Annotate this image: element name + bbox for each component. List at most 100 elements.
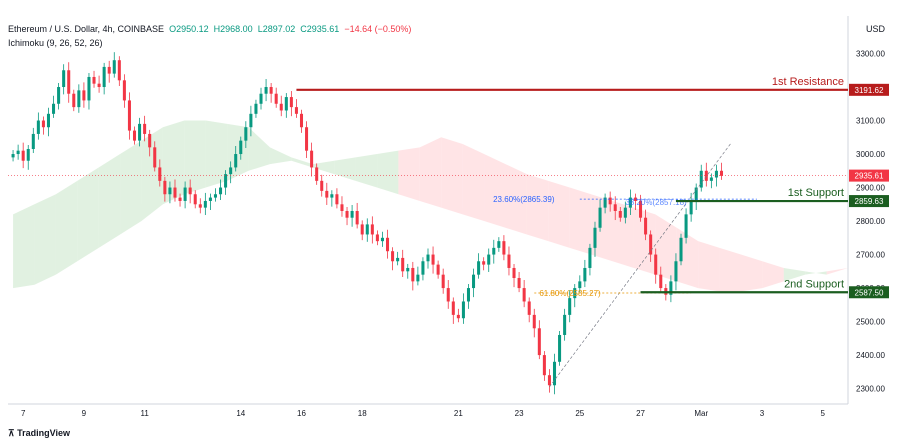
- x-tick-label: 27: [636, 409, 645, 418]
- candle-body: [41, 120, 45, 128]
- support-2-label: 2nd Support: [784, 278, 844, 290]
- ichimoku-cloud-segment: [141, 127, 163, 222]
- candle-body: [583, 267, 587, 282]
- chart-header: Ethereum / U.S. Dollar, 4h, COINBASE O29…: [8, 24, 411, 34]
- candle-body: [380, 237, 384, 242]
- candle-body: [466, 288, 470, 302]
- candle-body: [411, 267, 415, 282]
- candle-body: [401, 257, 405, 272]
- tradingview-logo-icon: ⊼: [8, 428, 15, 438]
- y-tick-label: 2500.00: [856, 318, 885, 327]
- ichimoku-cloud-segment: [526, 174, 549, 242]
- last-price-value: 2935.61: [855, 172, 884, 181]
- ichimoku-cloud-segment: [291, 157, 313, 168]
- candle-body: [527, 301, 531, 315]
- y-tick-label: 2900.00: [856, 184, 885, 193]
- candle-body: [704, 170, 708, 181]
- candle-body: [649, 234, 653, 255]
- candle-body: [639, 200, 643, 218]
- support-1-price-tag: [849, 195, 889, 208]
- ichimoku-cloud-segment: [227, 123, 249, 181]
- brand-label: TradingView: [17, 428, 70, 438]
- candle-body: [143, 123, 147, 134]
- candle-body: [335, 194, 339, 205]
- candle-body: [102, 66, 106, 88]
- ichimoku-cloud-segment: [55, 180, 78, 275]
- candle-body: [699, 170, 703, 188]
- candle-body: [552, 361, 557, 386]
- candle-body: [492, 247, 496, 255]
- candle-body: [274, 93, 278, 104]
- candle-body: [284, 97, 288, 111]
- resistance-1-label: 1st Resistance: [772, 76, 844, 88]
- candle-body: [138, 123, 142, 141]
- ichimoku-cloud-segment: [419, 137, 442, 208]
- candle-body: [279, 103, 283, 111]
- ichimoku-cloud-segment: [719, 247, 741, 292]
- candle-body: [117, 60, 121, 81]
- candle-body: [26, 149, 30, 161]
- close-value: C2935.61: [300, 24, 340, 34]
- candle-body: [97, 83, 101, 88]
- candle-body: [289, 97, 293, 108]
- candle-body: [193, 194, 197, 205]
- candle-body: [709, 177, 713, 181]
- candle-body: [127, 100, 131, 131]
- ichimoku-cloud-segment: [398, 147, 420, 201]
- ichimoku-cloud-segment: [462, 143, 485, 222]
- candle-body: [249, 113, 253, 128]
- x-tick-label: 23: [515, 409, 524, 418]
- y-tick-label: 3000.00: [856, 150, 885, 159]
- candle-body: [122, 80, 126, 101]
- ichimoku-cloud-segment: [698, 241, 720, 292]
- candle-body: [259, 93, 263, 104]
- support-1-label: 1st Support: [788, 187, 844, 199]
- x-tick-label: 7: [21, 409, 26, 418]
- ichimoku-cloud-segment: [826, 267, 848, 275]
- ichimoku-cloud-segment: [633, 207, 656, 275]
- y-tick-label: 2800.00: [856, 217, 885, 226]
- candle-body: [532, 314, 536, 329]
- candle-body: [396, 257, 400, 262]
- candle-body: [598, 207, 602, 228]
- candle-body: [107, 66, 111, 74]
- candle-body: [517, 278, 521, 289]
- candle-body: [92, 76, 96, 84]
- candle-body: [350, 211, 354, 218]
- candle-body: [654, 254, 658, 275]
- ichimoku-cloud-segment: [762, 261, 784, 289]
- candle-body: [224, 174, 228, 188]
- candle-body: [208, 197, 212, 201]
- candle-body: [72, 93, 76, 108]
- x-tick-label: Mar: [694, 409, 708, 418]
- candle-body: [689, 200, 693, 215]
- candle-body: [229, 167, 233, 175]
- candle-body: [183, 187, 187, 201]
- ichimoku-cloud-segment: [120, 140, 142, 235]
- candle-body: [299, 113, 304, 128]
- indicator-label[interactable]: Ichimoku (9, 26, 52, 26): [8, 38, 103, 48]
- resistance-1-price-value: 3191.62: [855, 86, 884, 95]
- candle-body: [482, 261, 486, 265]
- y-tick-label: 3100.00: [856, 117, 885, 126]
- x-tick-label: 16: [297, 409, 306, 418]
- candle-body: [694, 187, 698, 201]
- candle-body: [345, 211, 349, 218]
- ichimoku-cloud-segment: [205, 120, 228, 188]
- candle-body: [441, 274, 445, 289]
- candle-body: [436, 264, 440, 275]
- ichimoku-cloud-segment: [377, 150, 399, 195]
- candle-body: [46, 113, 50, 128]
- ichimoku-cloud-segment: [612, 200, 634, 268]
- candle-body: [613, 204, 617, 211]
- ichimoku-cloud-segment: [484, 154, 506, 228]
- candle-body: [340, 204, 344, 211]
- symbol-title: Ethereum / U.S. Dollar, 4h, COINBASE: [8, 24, 165, 34]
- candle-body: [451, 301, 455, 315]
- currency-label[interactable]: USD: [866, 24, 886, 34]
- candle-body: [406, 267, 410, 272]
- candle-body: [365, 224, 369, 235]
- candle-body: [168, 187, 172, 195]
- candle-body: [633, 197, 637, 201]
